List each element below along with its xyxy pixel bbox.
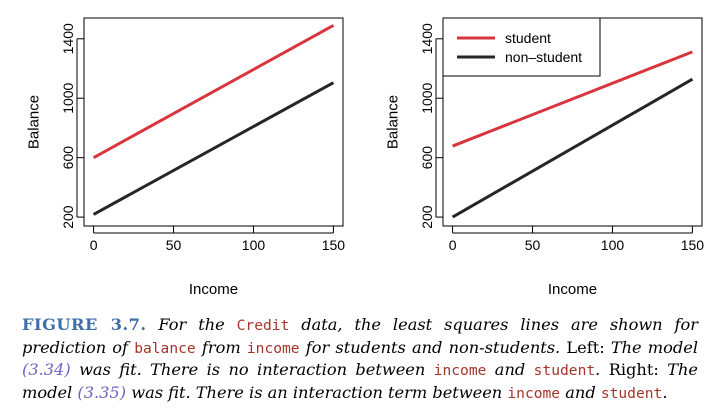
equation-ref-3-34[interactable]: (3.34): [22, 360, 71, 379]
caption-text: was fit. There is no interaction between: [70, 360, 434, 379]
non-student-line: [451, 77, 694, 219]
x-tick-label: 50: [166, 237, 182, 253]
y-tick-label: 600: [60, 146, 76, 170]
code-student: student: [600, 384, 663, 402]
x-tick-label: 50: [525, 237, 541, 253]
y-axis-label: Balance: [385, 95, 402, 149]
caption-text: for students and non-students.: [299, 337, 567, 357]
code-balance: balance: [134, 339, 196, 357]
caption-text: data, the least squares lines are shown …: [22, 315, 699, 357]
code-income: income: [507, 384, 561, 402]
caption-left-word: Left:: [566, 337, 605, 357]
code-income: income: [433, 362, 487, 379]
caption-text: and: [560, 382, 601, 402]
caption-text: was fit. There is an interaction term be…: [126, 382, 508, 402]
y-tick-label: 1000: [419, 82, 435, 113]
caption-text: from: [195, 337, 247, 357]
y-tick-label: 1400: [60, 23, 76, 54]
equation-ref-3-35[interactable]: (3.35): [77, 382, 127, 402]
left-chart: 0 50 100 150 200 600 1000 1400 Income Balance: [26, 17, 346, 298]
x-tick-label: 150: [322, 237, 346, 253]
y-axis-label: Balance: [26, 95, 43, 149]
non-student-line: [92, 81, 335, 216]
legend-label-non-student: non–student: [505, 49, 582, 65]
x-tick-label: 0: [90, 237, 98, 253]
x-tick-label: 100: [242, 237, 266, 253]
figure-charts: 0 50 100 150 200 600 1000 1400 Income Balance 0 50 1…: [26, 17, 705, 298]
x-tick-label: 100: [601, 237, 625, 253]
y-tick-label: 600: [419, 146, 435, 170]
code-income: income: [246, 339, 300, 357]
y-tick-label: 1000: [60, 82, 76, 113]
figure-label: FIGURE 3.7.: [22, 315, 147, 334]
right-chart: 0 50 100 150 200 600 1000 1400 Income Balance stud…: [385, 17, 705, 298]
code-credit: Credit: [236, 317, 290, 334]
plot-frame: [83, 17, 344, 227]
caption-text: and: [486, 360, 534, 379]
y-tick-label: 1400: [419, 23, 435, 54]
caption-text: .: [662, 382, 668, 402]
caption-right-word: Right:: [608, 360, 659, 379]
code-student: student: [533, 362, 596, 379]
student-line: [92, 24, 335, 159]
x-axis-label: Income: [189, 281, 238, 298]
x-tick-label: 150: [681, 237, 705, 253]
legend-label-student: student: [505, 30, 551, 46]
x-axis-label: Income: [548, 281, 597, 298]
caption-text: The model: [604, 337, 698, 357]
caption-text: For the: [146, 315, 237, 334]
caption-text: .: [595, 360, 609, 379]
legend: student non–student: [442, 17, 601, 77]
y-tick-label: 200: [419, 205, 435, 229]
x-tick-label: 0: [449, 237, 457, 253]
student-line: [452, 50, 693, 148]
legend-box: [442, 17, 601, 77]
caption-text: The model: [22, 360, 698, 402]
y-tick-label: 200: [60, 205, 76, 229]
figure-caption: FIGURE 3.7. For the Credit data, the lea…: [22, 314, 698, 404]
